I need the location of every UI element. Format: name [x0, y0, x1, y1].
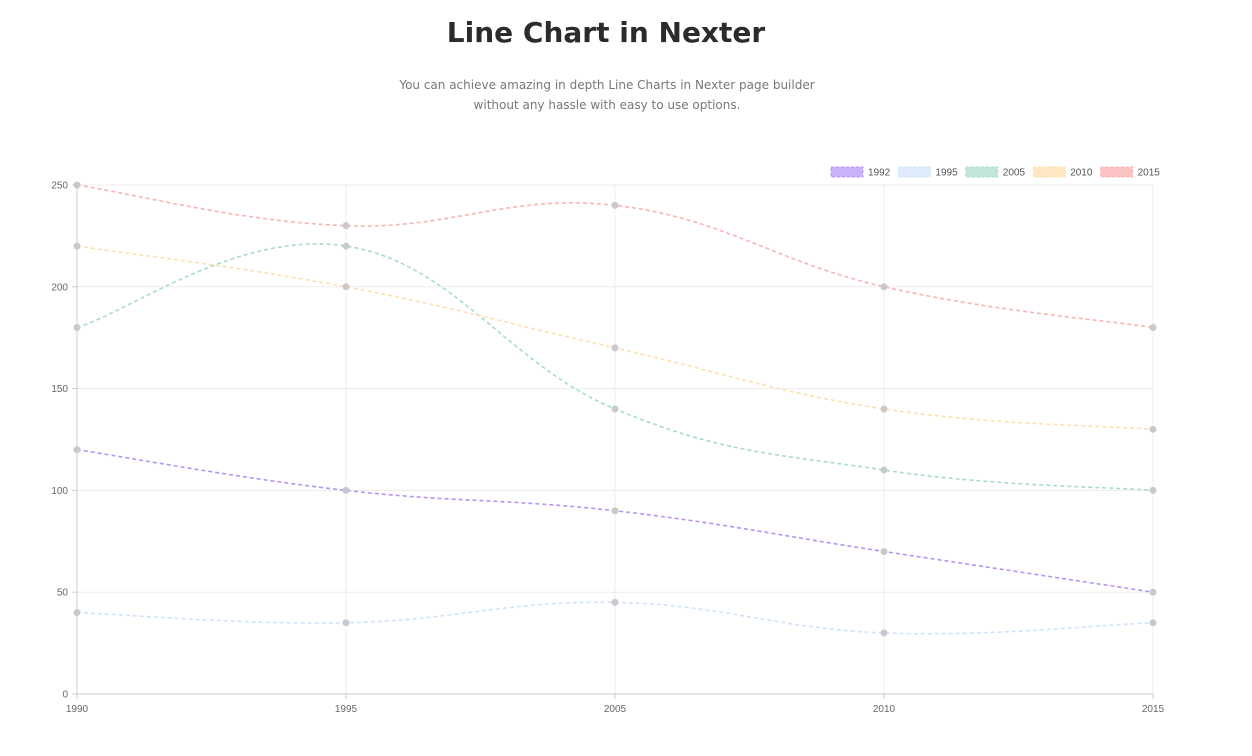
chart-legend: 1992 1995 2005 2010 2015	[830, 166, 1161, 179]
data-point	[1149, 486, 1157, 494]
y-tick-label: 50	[57, 588, 69, 599]
data-point	[73, 242, 81, 250]
legend-label-1995[interactable]: 1995	[935, 168, 958, 179]
y-tick-label: 0	[62, 690, 68, 701]
data-point	[342, 242, 350, 250]
data-point	[1149, 425, 1157, 433]
y-tick-label: 250	[51, 181, 68, 192]
x-tick-label: 2010	[873, 704, 896, 715]
data-point	[342, 619, 350, 627]
legend-label-2015[interactable]: 2015	[1138, 168, 1161, 179]
page-subtitle: You can achieve amazing in depth Line Ch…	[399, 78, 815, 112]
data-point	[342, 486, 350, 494]
chart-grid	[76, 184, 1154, 695]
data-point	[880, 283, 888, 291]
x-tick-label: 1995	[335, 704, 358, 715]
data-point	[73, 609, 81, 617]
data-point	[342, 222, 350, 230]
legend-label-2005[interactable]: 2005	[1003, 168, 1026, 179]
data-point	[611, 507, 619, 515]
x-tick-label: 2005	[604, 704, 627, 715]
legend-swatch-1992[interactable]	[830, 166, 864, 178]
data-point	[611, 405, 619, 413]
legend-label-1992[interactable]: 1992	[868, 168, 891, 179]
page-title: Line Chart in Nexter	[446, 16, 766, 49]
legend-swatch-2010[interactable]	[1032, 166, 1066, 178]
series-line-2015	[76, 184, 1154, 329]
data-point	[1149, 619, 1157, 627]
data-point	[73, 324, 81, 332]
data-point	[73, 181, 81, 189]
data-point	[1149, 588, 1157, 596]
data-point	[611, 201, 619, 209]
chart-axes: 0 50 100 150 200 250 1990 1995 2005 2010 2015	[51, 181, 1164, 716]
data-point	[880, 547, 888, 555]
x-tick-label: 1990	[66, 704, 89, 715]
data-point	[611, 598, 619, 606]
data-point	[880, 466, 888, 474]
y-tick-label: 200	[51, 282, 68, 293]
y-tick-label: 150	[51, 384, 68, 395]
data-point	[1149, 324, 1157, 332]
data-point	[880, 405, 888, 413]
x-tick-label: 2015	[1142, 704, 1165, 715]
data-point	[342, 283, 350, 291]
y-tick-label: 100	[51, 486, 68, 497]
legend-swatch-2005[interactable]	[965, 166, 999, 178]
legend-label-2010[interactable]: 2010	[1070, 168, 1093, 179]
chart-points	[73, 181, 1157, 637]
data-point	[73, 446, 81, 454]
data-point	[611, 344, 619, 352]
legend-swatch-1995[interactable]	[897, 166, 931, 178]
data-point	[880, 629, 888, 637]
legend-swatch-2015[interactable]	[1100, 166, 1134, 178]
